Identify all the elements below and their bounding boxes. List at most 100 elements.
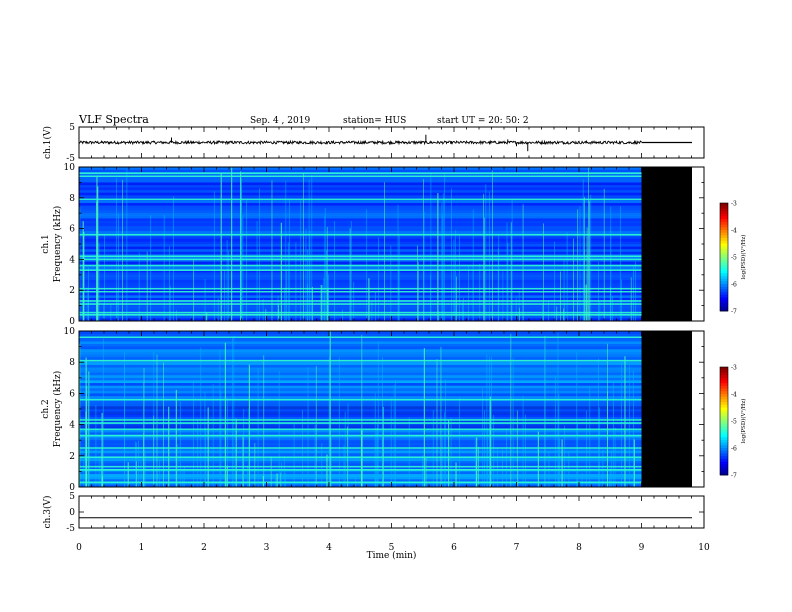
colorbar-swatch (720, 458, 728, 462)
colorbar-swatch (720, 402, 728, 406)
colorbar-swatch (720, 434, 728, 438)
spectrogram-row (79, 364, 642, 368)
spectrogram-row (79, 279, 642, 283)
colorbar-swatch (720, 367, 728, 371)
colorbar-swatch (720, 216, 728, 220)
y-tick-label: 2 (69, 452, 75, 462)
spectrogram-row (79, 315, 642, 319)
spectrogram-row (79, 259, 642, 263)
spectrogram-row (79, 409, 642, 412)
spectrogram-row (79, 380, 642, 384)
colorbar-swatch (720, 461, 728, 465)
spectrogram-row (79, 476, 642, 480)
channel-label: ch.1 (41, 234, 51, 253)
spectrogram-row (79, 372, 642, 376)
colorbar-tick-label: -5 (731, 255, 737, 262)
spectrogram-row (79, 362, 642, 366)
spectrogram-row (79, 388, 642, 392)
colorbar-swatch (720, 375, 728, 379)
colorbar-swatch (720, 213, 728, 217)
station-label: station= HUS (343, 116, 406, 126)
spectrogram-row (79, 220, 642, 224)
colorbar-swatch (720, 221, 728, 225)
spectrogram-row (79, 177, 642, 181)
spectrogram-row (79, 318, 642, 322)
spectrogram-row (79, 249, 642, 252)
colorbar-swatch (720, 219, 728, 223)
spectrogram-row (79, 367, 642, 371)
spectrogram-row (79, 223, 642, 227)
colorbar-swatch (720, 308, 728, 312)
colorbar-tick-label: -4 (731, 228, 737, 235)
spectrogram-row (79, 256, 642, 260)
spectrogram-row (79, 354, 642, 358)
no-data-region (641, 167, 692, 321)
colorbar-swatch (720, 448, 728, 452)
colorbar-swatch (720, 421, 728, 425)
spectrogram-row (79, 429, 642, 433)
no-data-region (641, 331, 692, 487)
colorbar-swatch (720, 437, 728, 441)
spectrogram-row (79, 200, 642, 204)
colorbar-swatch (720, 442, 728, 446)
spectrogram-row (79, 192, 642, 196)
spectrogram-row (79, 474, 642, 477)
spectrogram-row (79, 241, 642, 245)
x-axis-title: Time (min) (367, 550, 417, 561)
spectrogram-row (79, 267, 642, 270)
y-tick-label: 4 (69, 255, 75, 265)
x-tick-label: 6 (451, 543, 457, 553)
colorbar-tick-label: -3 (731, 365, 737, 372)
colorbar-swatch (720, 302, 728, 306)
x-tick-label: 0 (76, 543, 82, 553)
spectrogram-row (79, 261, 642, 265)
spectrogram-row (79, 213, 642, 217)
colorbar-swatch (720, 453, 728, 457)
spectrogram-row (79, 228, 642, 232)
spectrogram-row (79, 274, 642, 278)
colorbar-swatch (720, 240, 728, 244)
frequency-label: Frequency (kHz) (52, 371, 63, 448)
spectrogram-row (79, 385, 642, 389)
colorbar-swatch (720, 439, 728, 443)
y-tick-label: 10 (64, 327, 76, 337)
colorbar-swatch (720, 394, 728, 398)
ch1-ylabel: ch.1(V) (42, 126, 53, 159)
spectrogram-row (79, 251, 642, 255)
colorbar-swatch (720, 294, 728, 298)
colorbar-swatch (720, 385, 728, 389)
spectrogram-row (79, 295, 642, 299)
colorbar-swatch (720, 380, 728, 384)
colorbar-swatch (720, 292, 728, 296)
spectrogram-row (79, 458, 642, 462)
x-tick-label: 5 (389, 543, 395, 553)
spectrogram-row (79, 375, 642, 379)
ch1-waveform-panel: 5 -5 ch.1(V) (42, 123, 705, 164)
spectrogram-row (79, 414, 642, 418)
start-time-label: start UT = 20: 50: 2 (437, 116, 529, 126)
spectrogram-row (79, 450, 642, 454)
spectrogram-row (79, 246, 642, 250)
colorbar-swatch (720, 305, 728, 309)
x-tick-label: 10 (698, 543, 710, 553)
channel-label: ch.2 (41, 399, 51, 418)
colorbar-label: log(PSD)(V²/Hz) (740, 399, 747, 444)
colorbar-swatch (720, 238, 728, 242)
y-tick-label: 0 (69, 508, 75, 518)
y-tick-label: 10 (64, 163, 76, 173)
colorbar-swatch (720, 230, 728, 234)
spectrogram-row (79, 195, 642, 199)
colorbar-swatch (720, 369, 728, 373)
spectrogram-row (79, 182, 642, 186)
spectrogram-row (79, 341, 642, 345)
spectrogram-row (79, 226, 642, 229)
spectrogram-row (79, 406, 642, 410)
y-tick-label: 5 (69, 123, 75, 133)
colorbar-frame (719, 366, 729, 476)
spectrogram-row (79, 190, 642, 193)
colorbar-swatch (720, 265, 728, 269)
spectrogram-row (79, 481, 642, 485)
y-tick-label: 0 (69, 483, 75, 493)
spectrogram-row (79, 292, 642, 296)
spectrogram-row (79, 419, 642, 423)
